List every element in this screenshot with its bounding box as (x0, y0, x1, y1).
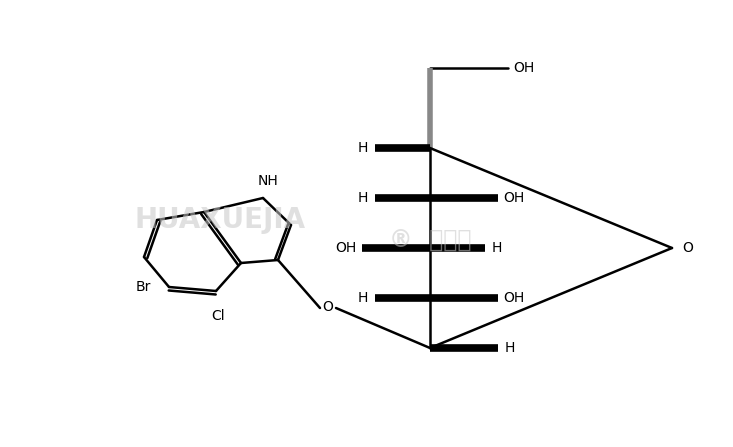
Text: H: H (505, 341, 515, 355)
Text: O: O (682, 241, 693, 255)
Text: OH: OH (513, 61, 534, 75)
Text: H: H (358, 191, 368, 205)
Text: NH: NH (257, 174, 279, 188)
Text: OH: OH (336, 241, 357, 255)
Text: OH: OH (503, 291, 524, 305)
Text: OH: OH (503, 191, 524, 205)
Text: H: H (358, 291, 368, 305)
Text: Br: Br (136, 280, 151, 294)
Text: HUAXUEJIA: HUAXUEJIA (134, 206, 306, 234)
Text: O: O (322, 300, 333, 314)
Text: H: H (492, 241, 502, 255)
Text: H: H (358, 141, 368, 155)
Text: Cl: Cl (211, 309, 225, 323)
Text: ®  化学加: ® 化学加 (388, 228, 471, 252)
